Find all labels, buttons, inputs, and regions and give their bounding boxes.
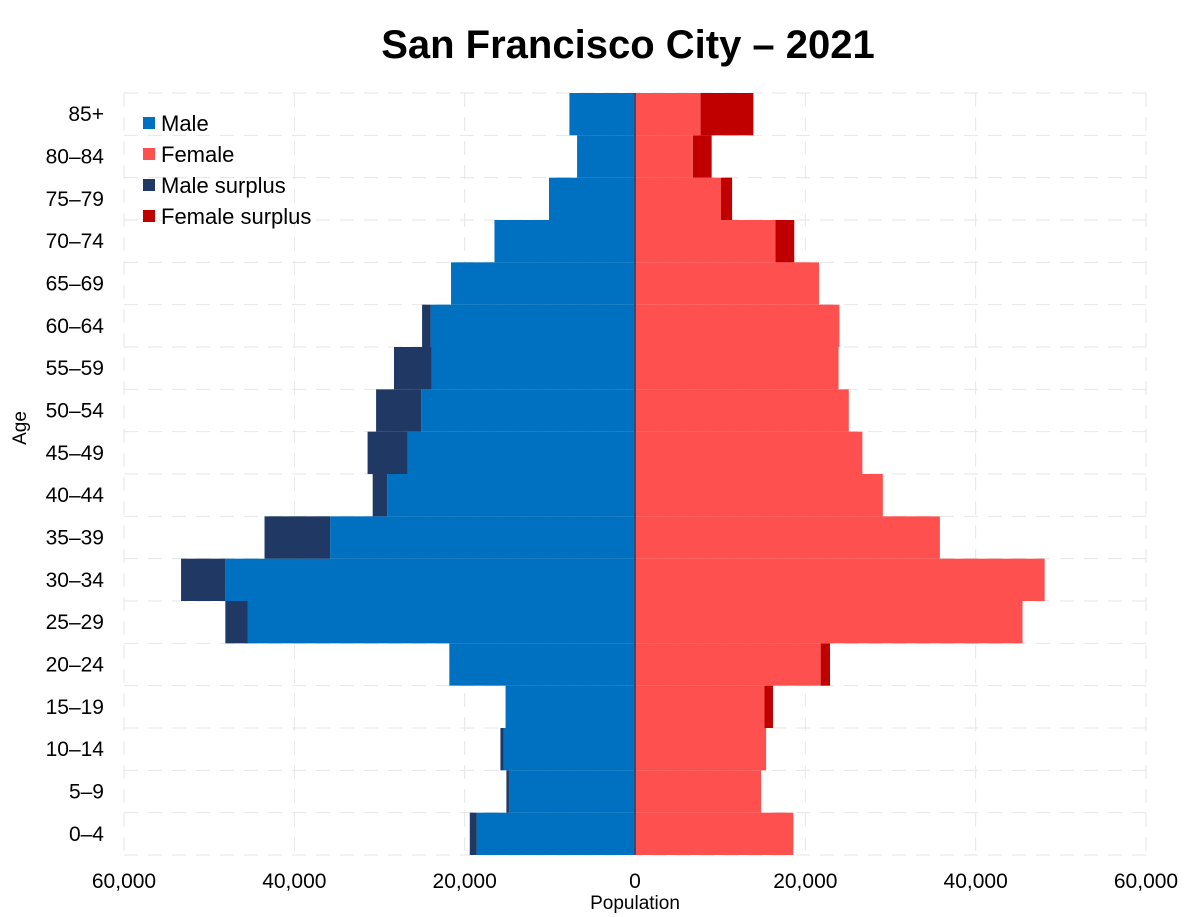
x-tick-label-3: 0 xyxy=(629,870,641,893)
bars-layer xyxy=(181,93,1045,855)
male-bar-65–69 xyxy=(451,262,635,305)
female-surplus-bar-75–79 xyxy=(721,177,733,220)
legend-label-3: Female surplus xyxy=(161,204,311,229)
y-tick-label-85+: 85+ xyxy=(68,103,104,126)
male-bar-75–79 xyxy=(548,177,635,220)
female-bar-15–19 xyxy=(635,685,765,728)
y-tick-label-35–39: 35–39 xyxy=(46,527,104,550)
x-tick-label-4: 20,000 xyxy=(773,870,837,893)
male-surplus-bar-30–34 xyxy=(181,558,226,601)
male-bar-40–44 xyxy=(387,474,635,517)
female-bar-0–4 xyxy=(635,812,794,855)
male-surplus-bar-50–54 xyxy=(376,389,422,432)
male-bar-55–59 xyxy=(431,347,635,390)
y-tick-label-70–74: 70–74 xyxy=(46,230,105,253)
y-tick-label-65–69: 65–69 xyxy=(46,273,104,296)
legend-swatch-3 xyxy=(143,210,155,222)
female-bar-85+ xyxy=(635,93,701,136)
female-bar-65–69 xyxy=(635,262,819,305)
y-tick-label-60–64: 60–64 xyxy=(46,315,105,338)
female-bar-75–79 xyxy=(635,177,722,220)
x-tick-label-0: 60,000 xyxy=(92,870,156,893)
male-bar-45–49 xyxy=(407,431,635,474)
male-bar-30–34 xyxy=(225,558,635,601)
male-bar-10–14 xyxy=(503,728,635,771)
legend-swatch-0 xyxy=(143,117,155,129)
female-bar-10–14 xyxy=(635,728,767,771)
y-tick-label-75–79: 75–79 xyxy=(46,188,104,211)
chart-title: San Francisco City – 2021 xyxy=(381,23,875,67)
y-tick-label-5–9: 5–9 xyxy=(69,781,104,804)
y-tick-label-55–59: 55–59 xyxy=(46,357,104,380)
y-tick-label-45–49: 45–49 xyxy=(46,442,104,465)
male-surplus-bar-60–64 xyxy=(422,304,431,347)
female-bar-60–64 xyxy=(635,304,840,347)
female-bar-45–49 xyxy=(635,431,863,474)
x-tick-label-5: 40,000 xyxy=(944,870,1008,893)
female-bar-50–54 xyxy=(635,389,849,432)
female-bar-30–34 xyxy=(635,558,1045,601)
y-tick-label-15–19: 15–19 xyxy=(46,696,104,719)
x-tick-label-6: 60,000 xyxy=(1114,870,1178,893)
y-tick-label-80–84: 80–84 xyxy=(46,146,105,169)
y-tick-label-40–44: 40–44 xyxy=(46,484,105,507)
male-bar-70–74 xyxy=(494,220,635,263)
female-bar-25–29 xyxy=(635,601,1023,644)
legend-label-2: Male surplus xyxy=(161,173,286,198)
male-bar-50–54 xyxy=(421,389,635,432)
y-tick-label-50–54: 50–54 xyxy=(46,400,105,423)
male-surplus-bar-35–39 xyxy=(264,516,331,559)
y-tick-label-10–14: 10–14 xyxy=(46,738,105,761)
male-surplus-bar-45–49 xyxy=(367,431,408,474)
male-surplus-bar-5–9 xyxy=(506,770,509,813)
male-bar-85+ xyxy=(569,93,635,136)
y-axis-title: Age xyxy=(10,411,31,445)
x-tick-label-1: 40,000 xyxy=(262,870,326,893)
legend-label-1: Female xyxy=(161,142,234,167)
y-tick-label-20–24: 20–24 xyxy=(46,654,105,677)
y-tick-label-30–34: 30–34 xyxy=(46,569,105,592)
male-surplus-bar-0–4 xyxy=(469,812,477,855)
male-bar-25–29 xyxy=(247,601,635,644)
female-surplus-bar-85+ xyxy=(700,93,754,136)
female-bar-80–84 xyxy=(635,135,693,178)
male-bar-5–9 xyxy=(508,770,635,813)
female-bar-20–24 xyxy=(635,643,821,686)
male-surplus-bar-40–44 xyxy=(372,474,388,517)
female-surplus-bar-20–24 xyxy=(820,643,831,686)
legend-label-0: Male xyxy=(161,111,209,136)
female-bar-5–9 xyxy=(635,770,762,813)
male-bar-0–4 xyxy=(476,812,635,855)
female-surplus-bar-70–74 xyxy=(775,220,795,263)
female-bar-70–74 xyxy=(635,220,776,263)
female-bar-40–44 xyxy=(635,474,883,517)
y-tick-label-0–4: 0–4 xyxy=(69,823,104,846)
male-bar-20–24 xyxy=(449,643,635,686)
male-bar-60–64 xyxy=(430,304,635,347)
male-bar-15–19 xyxy=(505,685,635,728)
y-tick-labels: 0–4 5–9 10–14 15–19 20–24 25–29 30–34 35–39 40–4… xyxy=(46,103,105,846)
female-bar-35–39 xyxy=(635,516,940,559)
female-bar-55–59 xyxy=(635,347,839,390)
legend: Male Female Male surplus Female surplus xyxy=(143,111,311,229)
male-surplus-bar-10–14 xyxy=(500,728,504,771)
y-tick-label-25–29: 25–29 xyxy=(46,611,104,634)
legend-swatch-1 xyxy=(143,148,155,160)
male-bar-35–39 xyxy=(330,516,635,559)
female-surplus-bar-15–19 xyxy=(764,685,773,728)
x-axis-title: Population xyxy=(590,893,680,914)
x-tick-labels: 60,000 40,000 20,000 0 20,000 40,000 60,000 xyxy=(92,870,1178,893)
legend-swatch-2 xyxy=(143,179,155,191)
male-surplus-bar-55–59 xyxy=(393,347,432,390)
female-surplus-bar-80–84 xyxy=(692,135,712,178)
male-surplus-bar-25–29 xyxy=(225,601,248,644)
x-tick-label-2: 20,000 xyxy=(433,870,497,893)
male-bar-80–84 xyxy=(577,135,635,178)
